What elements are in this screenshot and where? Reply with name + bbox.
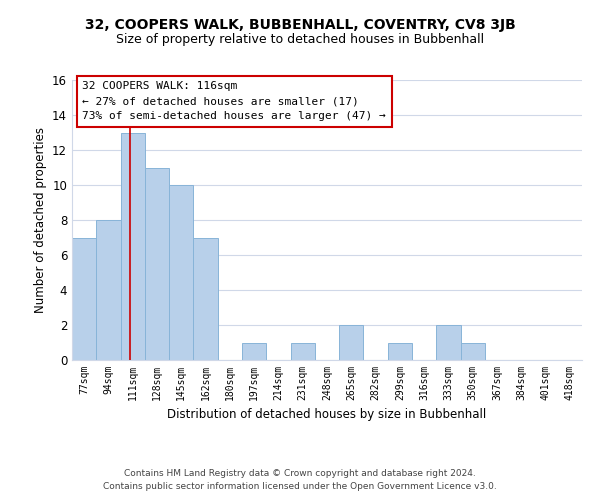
Text: 32 COOPERS WALK: 116sqm
← 27% of detached houses are smaller (17)
73% of semi-de: 32 COOPERS WALK: 116sqm ← 27% of detache… — [82, 82, 386, 121]
Bar — [290, 342, 315, 360]
Bar — [145, 168, 169, 360]
Bar — [169, 185, 193, 360]
Text: Size of property relative to detached houses in Bubbenhall: Size of property relative to detached ho… — [116, 32, 484, 46]
Y-axis label: Number of detached properties: Number of detached properties — [34, 127, 47, 313]
X-axis label: Distribution of detached houses by size in Bubbenhall: Distribution of detached houses by size … — [167, 408, 487, 422]
Bar — [388, 342, 412, 360]
Text: 32, COOPERS WALK, BUBBENHALL, COVENTRY, CV8 3JB: 32, COOPERS WALK, BUBBENHALL, COVENTRY, … — [85, 18, 515, 32]
Bar — [121, 132, 145, 360]
Text: Contains public sector information licensed under the Open Government Licence v3: Contains public sector information licen… — [103, 482, 497, 491]
Bar — [72, 238, 96, 360]
Bar — [242, 342, 266, 360]
Text: Contains HM Land Registry data © Crown copyright and database right 2024.: Contains HM Land Registry data © Crown c… — [124, 468, 476, 477]
Bar — [461, 342, 485, 360]
Bar — [193, 238, 218, 360]
Bar — [96, 220, 121, 360]
Bar — [436, 325, 461, 360]
Bar — [339, 325, 364, 360]
